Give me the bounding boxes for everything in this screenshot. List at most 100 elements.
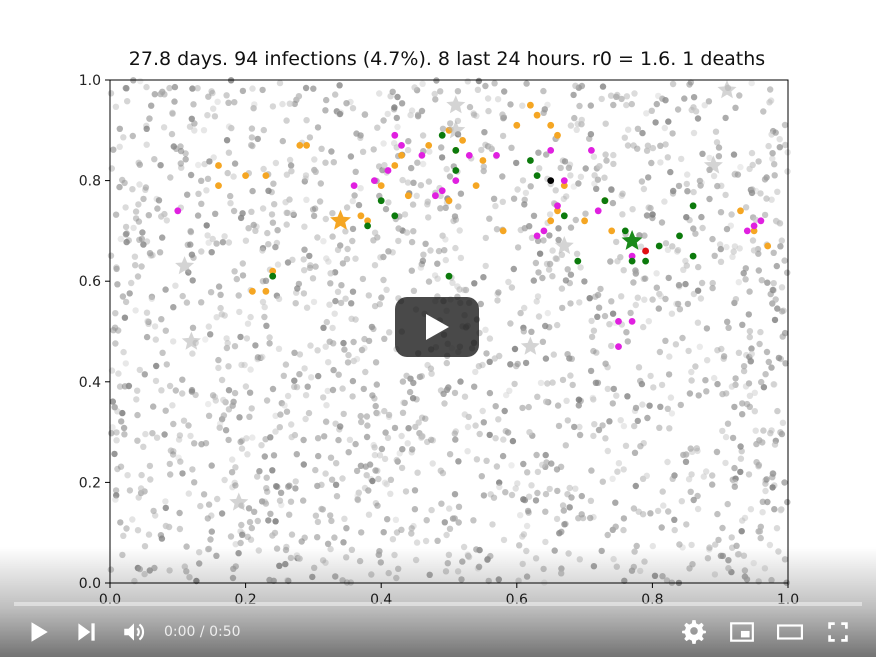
healthy-point bbox=[282, 361, 290, 368]
healthy-point bbox=[169, 110, 176, 117]
big-play-button[interactable] bbox=[395, 297, 479, 357]
healthy-point bbox=[692, 363, 699, 370]
healthy-point bbox=[189, 350, 196, 357]
healthy-point bbox=[403, 229, 411, 236]
healthy-point bbox=[756, 528, 764, 535]
healthy-point bbox=[107, 252, 115, 259]
healthy-point bbox=[303, 196, 310, 203]
healthy-point bbox=[658, 381, 666, 389]
healthy-point bbox=[258, 442, 265, 449]
healthy-point bbox=[357, 412, 364, 420]
infected-magenta-point bbox=[438, 187, 446, 195]
theater-mode-button[interactable] bbox=[766, 612, 814, 652]
healthy-point bbox=[314, 534, 321, 541]
healthy-point bbox=[683, 262, 690, 269]
healthy-point bbox=[534, 393, 541, 400]
healthy-point bbox=[291, 349, 298, 356]
healthy-point bbox=[607, 258, 614, 265]
healthy-point bbox=[757, 328, 764, 336]
healthy-point bbox=[544, 380, 551, 387]
healthy-point bbox=[122, 204, 129, 211]
settings-button[interactable] bbox=[670, 612, 718, 652]
play-button[interactable] bbox=[14, 612, 62, 652]
healthy-point bbox=[480, 492, 488, 499]
healthy-point bbox=[711, 374, 718, 382]
healthy-point bbox=[264, 488, 271, 495]
healthy-point bbox=[451, 389, 459, 397]
healthy-point bbox=[431, 90, 438, 98]
healthy-point bbox=[723, 243, 730, 251]
healthy-point bbox=[200, 491, 208, 498]
healthy-point bbox=[210, 154, 217, 161]
healthy-point bbox=[265, 187, 272, 194]
healthy-point bbox=[542, 451, 549, 459]
healthy-point bbox=[350, 338, 357, 346]
healthy-point bbox=[494, 297, 501, 304]
healthy-point bbox=[534, 237, 542, 245]
healthy-point bbox=[755, 463, 762, 470]
healthy-point bbox=[610, 385, 617, 393]
healthy-point bbox=[687, 79, 695, 86]
healthy-point bbox=[124, 472, 131, 479]
healthy-point bbox=[643, 147, 651, 154]
healthy-point bbox=[558, 251, 566, 258]
healthy-point bbox=[778, 237, 785, 244]
healthy-point bbox=[710, 172, 718, 180]
healthy-point bbox=[446, 505, 453, 512]
progress-bar[interactable] bbox=[14, 602, 862, 606]
healthy-point bbox=[637, 243, 645, 250]
healthy-point bbox=[177, 160, 184, 167]
healthy-point bbox=[650, 384, 657, 391]
healthy-point bbox=[336, 110, 344, 118]
healthy-point bbox=[703, 388, 710, 395]
healthy-point bbox=[350, 357, 357, 365]
healthy-point bbox=[410, 228, 417, 235]
miniplayer-button[interactable] bbox=[718, 612, 766, 652]
healthy-point bbox=[277, 489, 285, 496]
healthy-point bbox=[138, 235, 146, 243]
healthy-point bbox=[308, 374, 315, 381]
healthy-point bbox=[352, 255, 359, 262]
healthy-point bbox=[405, 138, 412, 145]
healthy-point bbox=[576, 299, 583, 306]
healthy-point bbox=[678, 498, 685, 505]
healthy-point bbox=[327, 512, 334, 519]
healthy-point bbox=[227, 200, 234, 207]
volume-button[interactable] bbox=[110, 612, 158, 652]
healthy-point bbox=[361, 484, 369, 492]
healthy-point bbox=[353, 467, 361, 475]
healthy-point bbox=[134, 437, 141, 444]
healthy-point bbox=[475, 563, 483, 570]
infected-orange-point bbox=[750, 227, 758, 235]
healthy-point bbox=[714, 380, 721, 388]
healthy-point bbox=[441, 247, 448, 254]
next-button[interactable] bbox=[62, 612, 110, 652]
healthy-point bbox=[107, 90, 115, 97]
fullscreen-button[interactable] bbox=[814, 612, 862, 652]
healthy-point bbox=[510, 195, 518, 202]
healthy-point bbox=[662, 97, 669, 104]
healthy-point bbox=[404, 146, 412, 154]
healthy-point bbox=[772, 129, 779, 136]
healthy-point bbox=[483, 350, 490, 357]
healthy-point bbox=[289, 256, 296, 263]
healthy-point bbox=[198, 200, 205, 207]
healthy-point bbox=[337, 423, 344, 430]
healthy-point bbox=[709, 481, 716, 488]
healthy-point bbox=[287, 162, 295, 169]
healthy-point bbox=[192, 391, 199, 399]
healthy-point bbox=[376, 90, 383, 97]
healthy-point bbox=[345, 351, 352, 359]
healthy-point bbox=[715, 153, 723, 160]
healthy-point bbox=[685, 476, 693, 483]
healthy-point bbox=[698, 179, 705, 186]
healthy-point bbox=[639, 511, 647, 518]
healthy-point bbox=[238, 361, 245, 369]
healthy-point bbox=[410, 522, 417, 530]
healthy-point bbox=[259, 86, 266, 94]
healthy-point bbox=[329, 210, 336, 217]
healthy-point bbox=[185, 490, 192, 497]
healthy-point bbox=[224, 339, 231, 347]
healthy-point bbox=[300, 256, 307, 263]
